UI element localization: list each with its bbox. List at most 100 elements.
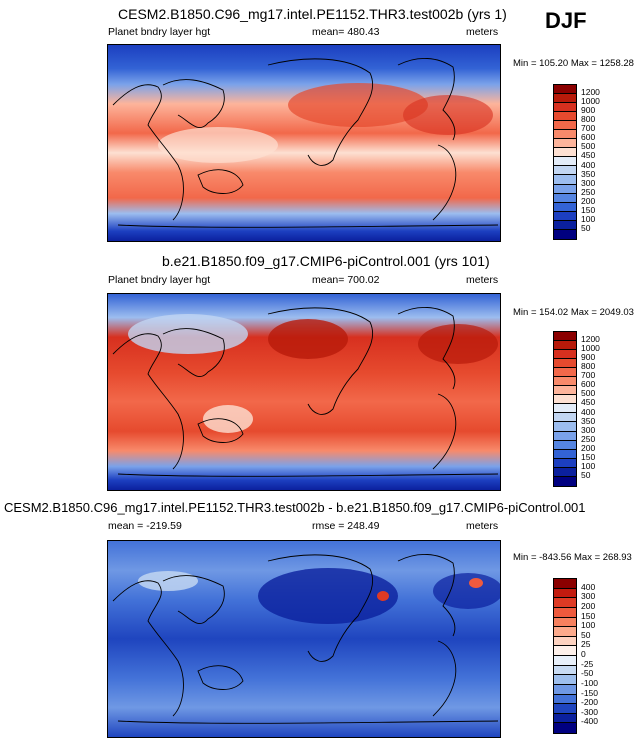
- panel-3-coastline: [397, 554, 456, 637]
- panel-1-coastline: [117, 224, 499, 228]
- colorbar-segment: [554, 350, 576, 360]
- colorbar-segment: [554, 579, 576, 589]
- panel-1-variable-label: Planet bndry layer hgt: [108, 26, 211, 38]
- colorbar-tick-label: 50: [581, 222, 591, 233]
- panel-3-units: meters: [466, 520, 499, 532]
- colorbar-segment: [554, 121, 576, 131]
- colorbar-tick-label: 900: [581, 105, 596, 116]
- colorbar-tick-label: 1000: [581, 96, 600, 107]
- panel-3-field-patch: [377, 591, 389, 601]
- panel-3-coastline: [162, 575, 225, 624]
- colorbar-tick-label: 25: [581, 639, 591, 650]
- panel-3-coastline: [267, 554, 374, 662]
- colorbar-segment: [554, 166, 576, 176]
- panel-2-coastline: [267, 307, 374, 415]
- colorbar-tick-label: 300: [581, 591, 596, 602]
- colorbar-tick-label: 150: [581, 451, 596, 462]
- colorbar-tick-label: 450: [581, 150, 596, 161]
- panel-2-field-patch: [268, 319, 348, 359]
- colorbar-tick-label: 400: [581, 581, 596, 592]
- colorbar-segment: [554, 588, 576, 599]
- colorbar-segment: [554, 184, 576, 194]
- panel-1-colorbar: [553, 84, 577, 240]
- colorbar-segment: [554, 636, 576, 647]
- colorbar-tick-label: 1000: [581, 343, 600, 354]
- panel-2-coastline: [432, 393, 457, 470]
- colorbar-segment: [554, 413, 576, 423]
- panel-3-coastline: [117, 720, 499, 724]
- colorbar-tick-label: 600: [581, 379, 596, 390]
- colorbar-tick-label: 500: [581, 141, 596, 152]
- panel-2-coastline: [162, 328, 225, 377]
- colorbar-tick-label: 1200: [581, 334, 600, 345]
- colorbar-tick-label: 100: [581, 213, 596, 224]
- colorbar-segment: [554, 440, 576, 450]
- panel-2-field-patch: [418, 324, 498, 364]
- colorbar-tick-label: 350: [581, 415, 596, 426]
- panel-1-coastline: [267, 58, 374, 166]
- colorbar-tick-label: 250: [581, 186, 596, 197]
- panel-3-map-svg: [108, 541, 500, 737]
- panel-1-minmax: Min = 105.20 Max = 1258.28: [513, 58, 634, 69]
- panel-2-colorbar: [553, 331, 577, 487]
- colorbar-tick-label: 700: [581, 123, 596, 134]
- season-label: DJF: [545, 8, 587, 33]
- panel-1-mean: mean= 480.43: [312, 26, 380, 38]
- colorbar-segment: [554, 368, 576, 378]
- panel-2-coastline: [197, 418, 244, 443]
- panel-1-map-svg: [108, 45, 500, 241]
- colorbar-tick-label: 0: [581, 649, 586, 659]
- colorbar-segment: [554, 467, 576, 477]
- panel-1-title: CESM2.B1850.C96_mg17.intel.PE1152.THR3.t…: [118, 6, 507, 22]
- panel-2-coastline: [117, 473, 499, 477]
- panel-3-coastline: [432, 640, 457, 717]
- colorbar-segment: [554, 139, 576, 149]
- colorbar-segment: [554, 431, 576, 441]
- panel-3-map: [107, 540, 501, 738]
- panel-1-coastline: [432, 144, 457, 221]
- panel-3-title: CESM2.B1850.C96_mg17.intel.PE1152.THR3.t…: [4, 500, 586, 515]
- colorbar-tick-label: 150: [581, 204, 596, 215]
- colorbar-segment: [554, 103, 576, 113]
- panel-2-coastline: [112, 333, 184, 470]
- colorbar-segment: [554, 202, 576, 212]
- colorbar-segment: [554, 675, 576, 685]
- colorbar-segment: [554, 476, 576, 486]
- colorbar-tick-label: 800: [581, 114, 596, 125]
- colorbar-segment: [554, 627, 576, 637]
- colorbar-segment: [554, 377, 576, 387]
- colorbar-tick-label: 50: [581, 629, 591, 640]
- colorbar-tick-label: 900: [581, 352, 596, 363]
- colorbar-segment: [554, 220, 576, 230]
- panel-2-variable-label: Planet bndry layer hgt: [108, 274, 211, 286]
- colorbar-segment: [554, 94, 576, 104]
- colorbar-segment: [554, 422, 576, 432]
- colorbar-tick-label: 500: [581, 388, 596, 399]
- colorbar-segment: [554, 704, 576, 714]
- colorbar-segment: [554, 386, 576, 396]
- panel-1-field-patch: [288, 83, 428, 127]
- panel-3-minmax: Min = -843.56 Max = 268.93: [513, 552, 632, 563]
- colorbar-segment: [554, 112, 576, 122]
- colorbar-segment: [554, 130, 576, 140]
- colorbar-tick-label: 300: [581, 424, 596, 435]
- colorbar-segment: [554, 341, 576, 351]
- colorbar-segment: [554, 665, 576, 676]
- colorbar-segment: [554, 458, 576, 468]
- colorbar-segment: [554, 713, 576, 724]
- colorbar-tick-label: -400: [581, 716, 599, 727]
- panel-1-coastline: [197, 169, 244, 194]
- colorbar-segment: [554, 449, 576, 459]
- colorbar-segment: [554, 359, 576, 369]
- colorbar-tick-label: 300: [581, 177, 596, 188]
- panel-3-coastlines: [112, 554, 499, 724]
- colorbar-tick-label: 600: [581, 132, 596, 143]
- panel-1-map: [107, 44, 501, 242]
- panel-3-field-patch: [469, 578, 483, 588]
- colorbar-segment: [554, 85, 576, 95]
- colorbar-tick-label: 450: [581, 397, 596, 408]
- colorbar-tick-label: 400: [581, 406, 596, 417]
- colorbar-segment: [554, 148, 576, 158]
- panel-2-mean: mean= 700.02: [312, 274, 380, 286]
- colorbar-segment: [554, 157, 576, 167]
